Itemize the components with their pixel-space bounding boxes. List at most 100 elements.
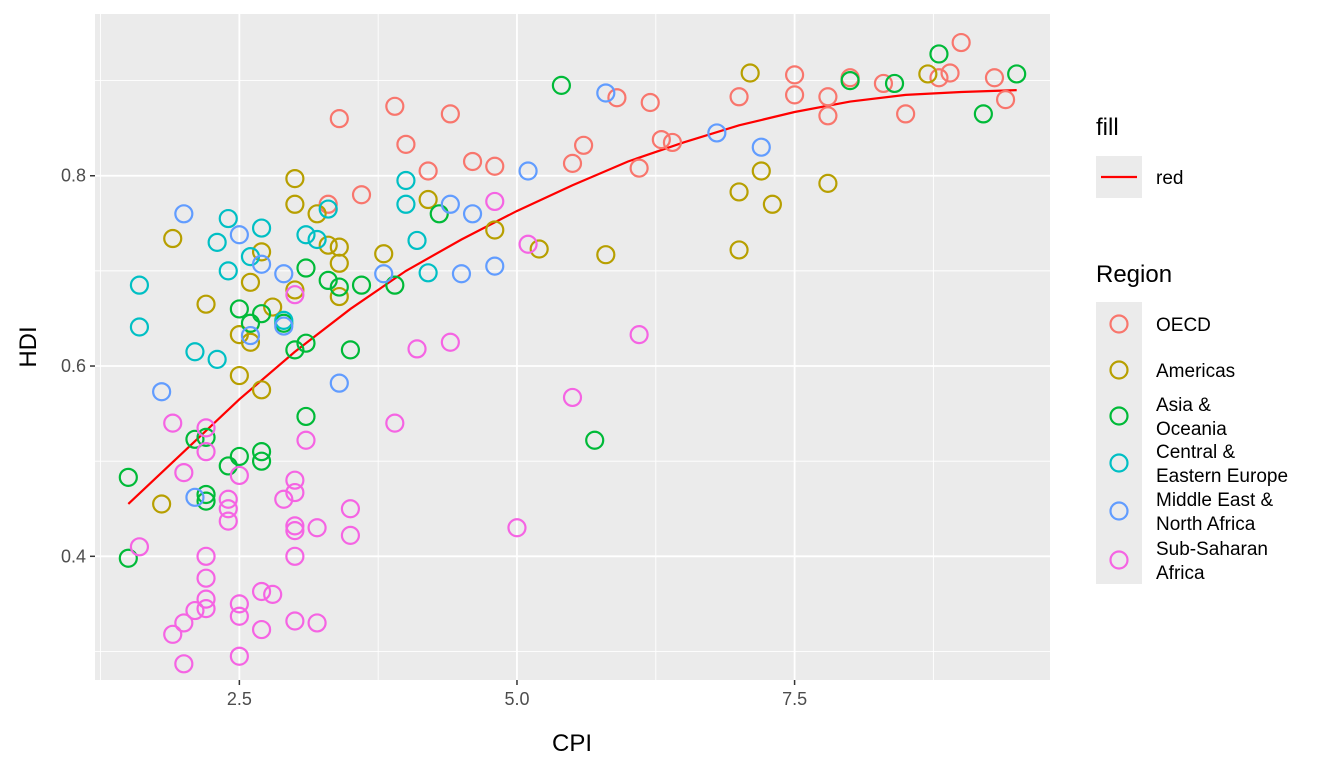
point-americas xyxy=(285,168,305,189)
legend-fill-label: red xyxy=(1156,168,1183,189)
point-asia-oceania xyxy=(884,73,905,94)
y-axis: 0.4 0.6 0.8 xyxy=(61,166,95,566)
point-middle-east-north-africa xyxy=(462,204,483,224)
point-americas xyxy=(740,63,760,83)
point-central-eastern-europe xyxy=(129,317,150,337)
point-oecd xyxy=(784,65,805,85)
legend-label-central-eastern-europe: Central & xyxy=(1156,442,1236,463)
legend-key-sub-saharan-africa xyxy=(1109,550,1129,570)
point-sub-saharan-africa xyxy=(274,489,294,509)
point-americas xyxy=(307,204,327,224)
point-americas xyxy=(418,189,438,210)
point-central-eastern-europe xyxy=(407,230,427,251)
legend-label-sub-saharan-africa: Sub-Saharan xyxy=(1156,539,1268,560)
point-asia-oceania xyxy=(196,427,216,447)
point-central-eastern-europe xyxy=(296,225,316,245)
point-sub-saharan-africa xyxy=(218,499,238,519)
point-sub-saharan-africa xyxy=(629,325,649,345)
point-asia-oceania xyxy=(240,313,261,333)
point-oecd xyxy=(896,104,916,124)
legend-fill-items: red xyxy=(1096,156,1183,198)
point-central-eastern-europe xyxy=(218,208,238,229)
y-tick-label: 0.6 xyxy=(61,356,86,376)
point-americas xyxy=(729,240,749,260)
legend-key-central-eastern-europe xyxy=(1109,453,1129,473)
point-americas xyxy=(374,244,394,264)
point-middle-east-north-africa xyxy=(596,83,616,103)
point-oecd xyxy=(640,92,660,113)
point-middle-east-north-africa xyxy=(329,373,349,393)
point-sub-saharan-africa xyxy=(562,387,583,408)
point-americas xyxy=(762,194,782,214)
point-oecd xyxy=(940,63,960,83)
point-sub-saharan-africa xyxy=(285,285,305,305)
legend-fill-title: fill xyxy=(1096,114,1119,141)
point-oecd xyxy=(818,87,838,107)
point-oecd xyxy=(984,68,1005,88)
point-americas xyxy=(240,332,261,352)
point-sub-saharan-africa xyxy=(485,191,505,212)
point-americas xyxy=(285,280,305,300)
point-oecd xyxy=(818,106,838,126)
point-oecd xyxy=(318,194,338,214)
point-middle-east-north-africa xyxy=(440,194,460,214)
point-sub-saharan-africa xyxy=(385,413,405,433)
legend: fill red Region OECD Americas Asia & Oceani… xyxy=(1096,114,1288,584)
point-oecd xyxy=(662,132,683,153)
point-middle-east-north-africa xyxy=(240,325,261,346)
point-sub-saharan-africa xyxy=(285,482,305,503)
point-americas xyxy=(329,253,349,273)
point-asia-oceania xyxy=(929,44,949,64)
point-central-eastern-europe xyxy=(185,342,205,362)
point-sub-saharan-africa xyxy=(296,430,316,450)
point-sub-saharan-africa xyxy=(196,442,216,462)
point-middle-east-north-africa xyxy=(707,123,727,143)
point-middle-east-north-africa xyxy=(274,316,294,336)
point-middle-east-north-africa xyxy=(185,487,205,507)
point-sub-saharan-africa xyxy=(285,611,305,631)
point-asia-oceania xyxy=(340,340,361,360)
point-asia-oceania xyxy=(218,456,238,476)
point-sub-saharan-africa xyxy=(229,465,249,486)
point-asia-oceania xyxy=(296,333,316,353)
point-oecd xyxy=(329,109,349,129)
point-sub-saharan-africa xyxy=(163,624,183,644)
point-oecd xyxy=(929,68,949,88)
point-sub-saharan-africa xyxy=(407,339,427,359)
point-americas xyxy=(485,220,505,240)
point-sub-saharan-africa xyxy=(229,646,249,666)
point-oecd xyxy=(784,85,805,105)
point-sub-saharan-africa xyxy=(174,654,194,674)
major-gridlines xyxy=(95,14,1050,680)
point-oecd xyxy=(729,87,749,107)
trend-line xyxy=(127,89,1017,505)
point-middle-east-north-africa xyxy=(174,204,194,224)
point-sub-saharan-africa xyxy=(285,521,305,541)
legend-label-sub-saharan-africa: Africa xyxy=(1156,563,1205,584)
point-asia-oceania xyxy=(296,258,316,278)
point-asia-oceania xyxy=(585,430,605,450)
point-middle-east-north-africa xyxy=(451,264,472,284)
point-sub-saharan-africa xyxy=(196,546,216,566)
point-sub-saharan-africa xyxy=(196,568,216,588)
point-oecd xyxy=(418,161,438,181)
point-middle-east-north-africa xyxy=(518,161,538,181)
point-asia-oceania xyxy=(973,104,993,124)
point-central-eastern-europe xyxy=(218,261,238,281)
point-middle-east-north-africa xyxy=(152,382,172,402)
point-sub-saharan-africa xyxy=(129,537,150,557)
point-middle-east-north-africa xyxy=(485,256,505,276)
point-sub-saharan-africa xyxy=(196,599,216,619)
point-middle-east-north-africa xyxy=(274,264,294,284)
point-americas xyxy=(163,228,183,249)
legend-region-key-background xyxy=(1096,302,1142,584)
point-asia-oceania xyxy=(229,299,249,319)
legend-key-oecd xyxy=(1109,314,1129,334)
point-americas xyxy=(818,173,838,193)
point-americas xyxy=(240,272,261,292)
point-central-eastern-europe xyxy=(318,199,338,219)
point-sub-saharan-africa xyxy=(229,606,249,626)
point-asia-oceania xyxy=(351,275,372,295)
